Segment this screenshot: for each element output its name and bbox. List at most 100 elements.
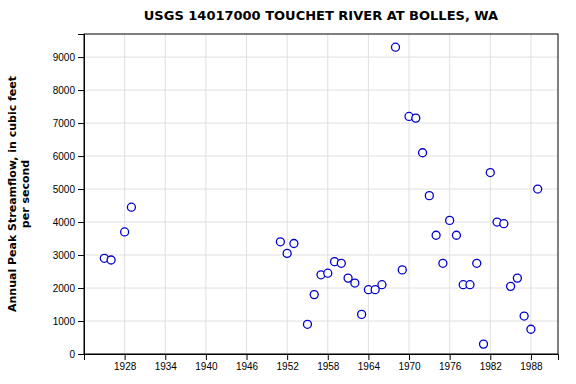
x-tick: 1964	[358, 354, 381, 372]
x-tick: 1946	[236, 354, 259, 372]
y-tick: 8000	[53, 85, 84, 96]
x-tick-label: 1964	[358, 361, 381, 372]
point	[283, 249, 291, 257]
y-tick-label: 0	[69, 349, 75, 360]
y-tick-mark	[78, 321, 84, 322]
point	[290, 239, 298, 247]
point	[534, 185, 542, 193]
x-tick: 1976	[439, 354, 462, 372]
grid-line-x	[449, 34, 450, 354]
y-tick-mark	[78, 255, 84, 256]
x-tick-mark	[490, 354, 491, 360]
y-tick: 6000	[53, 151, 84, 162]
point	[358, 310, 366, 318]
point	[432, 231, 440, 239]
point	[276, 238, 284, 246]
grid-line-x	[165, 34, 166, 354]
y-tick-label: 6000	[53, 151, 76, 162]
point	[107, 256, 115, 264]
y-axis-line	[78, 35, 85, 355]
x-tick-label: 1982	[480, 361, 503, 372]
y-tick: 3000	[53, 250, 84, 261]
x-tick-mark	[206, 354, 207, 360]
x-tick-mark	[409, 354, 410, 360]
y-tick-mark	[78, 123, 84, 124]
x-tick-label: 1988	[520, 361, 543, 372]
y-axis-title-line: Annual Peak Streamflow, in cubic feet	[6, 76, 19, 312]
y-tick: 1000	[53, 316, 84, 327]
grid-line-x	[530, 34, 531, 354]
x-tick: 1958	[317, 354, 340, 372]
x-tick: 1982	[480, 354, 503, 372]
y-tick: 4000	[53, 217, 84, 228]
x-tick-mark	[247, 354, 248, 360]
x-tick: 1928	[114, 354, 137, 372]
y-axis-title: Annual Peak Streamflow, in cubic feetper…	[6, 76, 32, 312]
point	[439, 259, 447, 267]
x-tick-mark	[368, 354, 369, 360]
grid-line-x	[124, 34, 125, 354]
grid-line-y	[84, 156, 558, 157]
y-tick-label: 5000	[53, 184, 76, 195]
grid-line-y	[84, 321, 558, 322]
y-tick: 9000	[53, 52, 84, 63]
y-tick-mark	[78, 90, 84, 91]
point	[324, 269, 332, 277]
x-tick-label: 1952	[277, 361, 300, 372]
grid-line-y	[84, 90, 558, 91]
x-tick-label: 1970	[398, 361, 421, 372]
point	[480, 340, 488, 348]
y-tick-label: 8000	[53, 85, 76, 96]
grid-line-x	[368, 34, 369, 354]
grid-line-x	[246, 34, 247, 354]
plot-frame	[84, 34, 558, 354]
point	[310, 291, 318, 299]
x-tick-mark	[328, 354, 329, 360]
y-tick: 7000	[53, 118, 84, 129]
y-tick-label: 7000	[53, 118, 76, 129]
point	[303, 320, 311, 328]
point	[351, 279, 359, 287]
point	[452, 231, 460, 239]
point	[473, 259, 481, 267]
x-tick-mark	[531, 354, 532, 360]
y-tick-label: 4000	[53, 217, 76, 228]
point	[513, 274, 521, 282]
x-tick-mark	[165, 354, 166, 360]
grid-line-x	[327, 34, 328, 354]
x-tick: 1988	[520, 354, 543, 372]
x-tick-mark	[450, 354, 451, 360]
x-tick-mark	[125, 354, 126, 360]
grid-line-y	[84, 288, 558, 289]
point	[419, 149, 427, 157]
grid-line-y	[84, 222, 558, 223]
y-tick-mark	[78, 57, 84, 58]
grid-line-y	[84, 189, 558, 190]
chart: 1928 1934 1940 1946 1952 1958 1964 1970 1976 1982…	[0, 0, 576, 384]
y-tick-label: 1000	[53, 316, 76, 327]
grid-line-y	[84, 123, 558, 124]
y-tick-mark	[78, 288, 84, 289]
x-tick-label: 1928	[114, 361, 137, 372]
y-tick-mark	[78, 156, 84, 157]
y-tick-label: 3000	[53, 250, 76, 261]
x-tick: 1952	[277, 354, 300, 372]
y-tick-label: 2000	[53, 283, 76, 294]
x-tick-label: 1946	[236, 361, 259, 372]
grid-line-x	[287, 34, 288, 354]
title: USGS 14017000 TOUCHET RIVER AT BOLLES, W…	[144, 8, 498, 23]
points	[100, 43, 541, 348]
x-tick-label: 1958	[317, 361, 340, 372]
point	[500, 220, 508, 228]
point	[520, 312, 528, 320]
y-axis-title-line: per second	[19, 160, 32, 228]
y-tick-label: 9000	[53, 52, 76, 63]
y-tick: 2000	[53, 283, 84, 294]
x-tick: 1934	[155, 354, 178, 372]
grid-line-x	[205, 34, 206, 354]
grid-line-x	[490, 34, 491, 354]
point	[425, 192, 433, 200]
x-tick-label: 1940	[195, 361, 218, 372]
point	[412, 114, 420, 122]
x-tick: 1970	[398, 354, 421, 372]
